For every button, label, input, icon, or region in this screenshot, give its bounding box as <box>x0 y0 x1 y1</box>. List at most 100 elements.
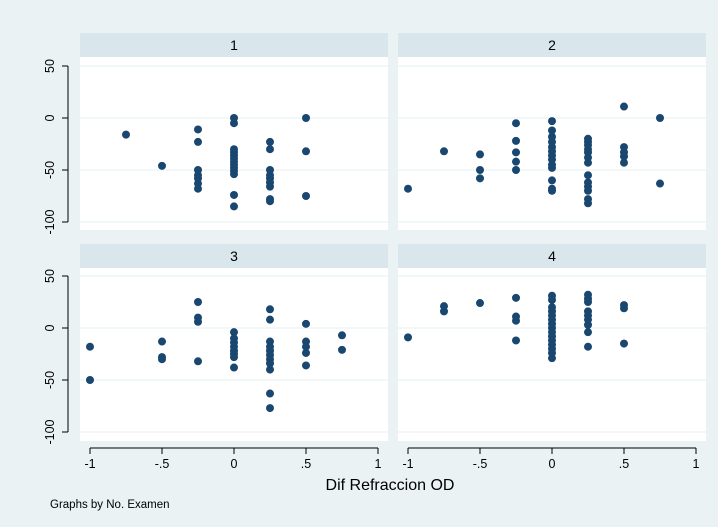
x-axis-col-2: -1 -.5 0 .5 1 <box>402 447 700 471</box>
panel-strip-label-2: 2 <box>548 37 556 53</box>
data-point <box>338 331 346 340</box>
graphs-by-note: Graphs by No. Examen <box>50 499 170 511</box>
data-point <box>266 305 274 314</box>
panel-strip-2 <box>398 33 706 57</box>
panel-plot-area-1 <box>80 57 388 230</box>
panel-2: 2 <box>398 33 706 230</box>
data-point <box>266 389 274 398</box>
data-point <box>86 342 94 351</box>
data-point <box>548 117 556 126</box>
data-point <box>122 130 130 139</box>
y-tick-label: 0 <box>43 324 57 331</box>
panel-3: 3 <box>80 244 388 441</box>
data-point <box>158 161 166 170</box>
data-point <box>194 137 202 146</box>
data-point <box>584 328 592 337</box>
data-point <box>86 376 94 384</box>
y-tick-label: -50 <box>43 371 57 389</box>
y-tick-label: 50 <box>43 269 57 283</box>
data-point <box>584 171 592 180</box>
y-tick-label: 0 <box>43 114 57 121</box>
data-point <box>194 317 202 326</box>
y-tick-label: -50 <box>43 161 57 179</box>
data-point <box>266 404 274 413</box>
data-point <box>404 333 412 342</box>
y-tick-label: -100 <box>43 209 57 234</box>
data-point <box>512 136 520 145</box>
x-tick-label: 0 <box>549 457 556 471</box>
data-point <box>302 348 310 357</box>
data-point <box>512 336 520 345</box>
x-tick-label: -1 <box>84 457 95 471</box>
data-point <box>230 328 238 337</box>
data-point <box>656 114 664 122</box>
data-point <box>584 298 592 306</box>
data-point <box>302 342 310 351</box>
data-point <box>230 119 238 128</box>
data-point <box>584 158 592 167</box>
data-point <box>404 184 412 193</box>
data-point <box>440 147 448 156</box>
data-point <box>476 166 484 174</box>
data-point <box>548 163 556 172</box>
x-tick-label: 0 <box>231 457 238 471</box>
x-tick-label: 1 <box>693 457 700 471</box>
data-point <box>230 353 238 362</box>
panel-strip-label-1: 1 <box>230 37 238 53</box>
data-point <box>194 298 202 306</box>
data-point <box>548 186 556 195</box>
data-point <box>476 150 484 159</box>
panels-group: 1 2 3 4 <box>80 33 706 441</box>
data-point <box>548 126 556 135</box>
data-point <box>194 125 202 134</box>
data-point <box>584 199 592 208</box>
data-point <box>584 186 592 195</box>
panel-strip-1 <box>80 33 388 57</box>
data-point <box>266 137 274 146</box>
data-point <box>230 363 238 372</box>
panel-4: 4 <box>398 244 706 441</box>
data-point <box>266 315 274 324</box>
data-point <box>584 320 592 329</box>
data-point <box>158 337 166 346</box>
data-point <box>266 145 274 154</box>
data-point <box>512 293 520 302</box>
x-tick-label: .5 <box>301 457 311 471</box>
data-point <box>548 295 556 304</box>
data-point <box>512 316 520 325</box>
x-tick-label: .5 <box>619 457 629 471</box>
data-point <box>302 114 310 122</box>
x-tick-label: -.5 <box>473 457 488 471</box>
y-axis-row-1: -100 -50 0 50 <box>43 59 69 235</box>
data-point <box>158 355 166 364</box>
panel-strip-label-4: 4 <box>548 248 556 264</box>
data-point <box>194 184 202 193</box>
data-point <box>620 158 628 167</box>
x-tick-label: -.5 <box>155 457 170 471</box>
x-tick-label: -1 <box>402 457 413 471</box>
data-point <box>302 361 310 370</box>
data-point <box>476 174 484 183</box>
data-point <box>230 170 238 179</box>
data-point <box>512 148 520 157</box>
y-tick-label: 50 <box>43 59 57 73</box>
data-point <box>548 354 556 363</box>
data-point <box>512 157 520 166</box>
data-point <box>302 147 310 156</box>
x-axes-group: -1 -.5 0 .5 1 -1 -.5 0 .5 1 <box>84 447 700 471</box>
panel-1: 1 <box>80 33 388 230</box>
data-point <box>302 319 310 328</box>
data-point <box>302 192 310 200</box>
y-tick-label: -100 <box>43 419 57 444</box>
panel-strip-4 <box>398 244 706 268</box>
data-point <box>620 339 628 348</box>
data-point <box>620 304 628 313</box>
data-point <box>266 365 274 374</box>
panel-strip-3 <box>80 244 388 268</box>
data-point <box>620 102 628 111</box>
x-tick-label: 1 <box>375 457 382 471</box>
y-axis-row-2: -100 -50 0 50 <box>43 269 69 445</box>
data-point <box>230 190 238 199</box>
data-point <box>194 357 202 366</box>
data-point <box>656 179 664 188</box>
